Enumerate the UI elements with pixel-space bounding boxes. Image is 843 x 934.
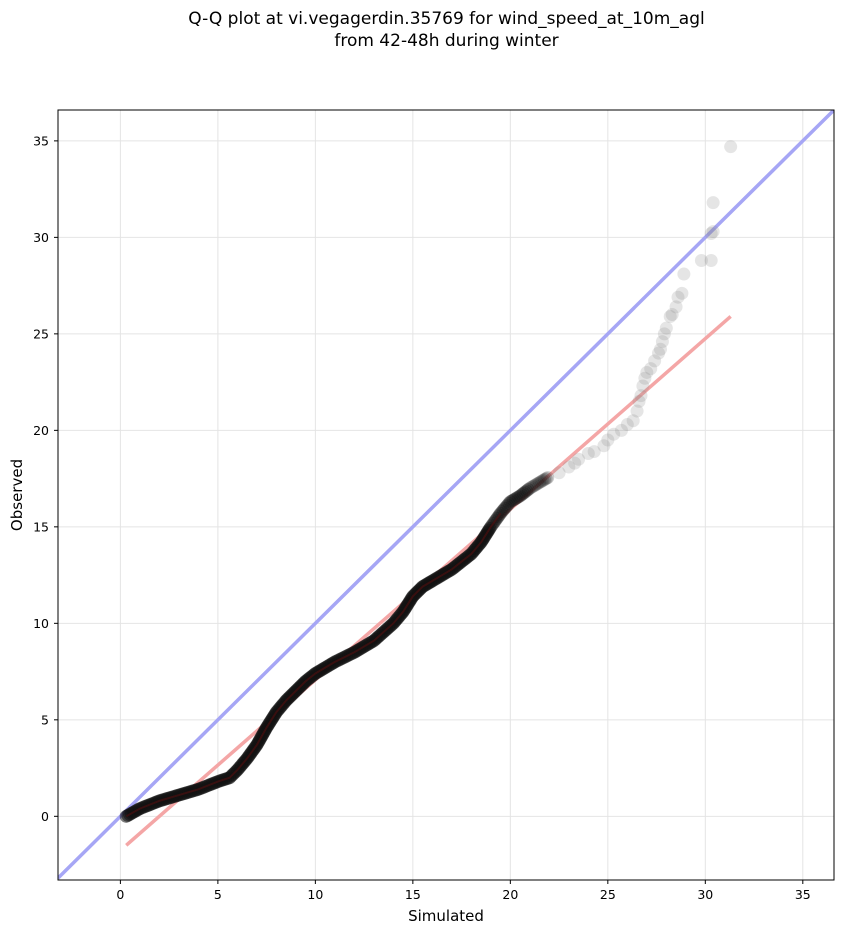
data-point: [516, 486, 530, 500]
plot-area: [58, 110, 834, 880]
data-point: [498, 501, 512, 515]
data-point: [539, 472, 553, 486]
data-point: [524, 480, 538, 494]
data-point: [597, 439, 611, 453]
y-tick-label: 25: [33, 326, 49, 341]
y-tick-label: 20: [33, 423, 49, 438]
data-point: [511, 490, 525, 504]
data-point: [533, 475, 547, 489]
data-point: [724, 140, 738, 154]
data-point: [659, 321, 673, 335]
data-point: [620, 418, 634, 432]
data-point: [507, 493, 521, 507]
data-point: [607, 427, 621, 441]
data-point: [518, 485, 532, 499]
data-point: [515, 488, 529, 502]
x-tick-label: 25: [600, 887, 616, 902]
fit-line-overlap: [125, 512, 502, 818]
data-point: [671, 290, 685, 304]
data-point: [648, 354, 662, 368]
data-point: [652, 346, 666, 360]
data-point: [704, 227, 718, 241]
data-point: [601, 433, 615, 447]
data-point: [644, 362, 658, 376]
y-tick-label: 5: [41, 712, 49, 727]
x-tick-label: 0: [116, 887, 124, 902]
data-point: [528, 478, 542, 492]
data-point: [508, 492, 522, 506]
y-tick-label: 35: [33, 133, 49, 148]
data-point: [537, 473, 551, 487]
y-tick-label: 30: [33, 230, 49, 245]
data-point: [706, 196, 720, 210]
identity-line: [58, 110, 834, 880]
data-point: [536, 474, 550, 488]
x-tick-label: 35: [795, 887, 811, 902]
data-point: [665, 308, 679, 322]
data-point: [572, 452, 586, 466]
y-axis-label: Observed: [8, 459, 26, 531]
data-point: [499, 500, 513, 514]
x-tick-label: 10: [307, 887, 323, 902]
data-point: [657, 327, 671, 341]
data-point: [510, 491, 524, 505]
data-point: [626, 414, 640, 428]
data-point: [636, 379, 650, 393]
data-point: [503, 495, 517, 509]
data-point: [663, 309, 677, 323]
data-point: [521, 483, 535, 497]
data-point: [655, 335, 669, 349]
data-point: [513, 489, 527, 503]
y-tick-label: 10: [33, 616, 49, 631]
data-point: [541, 471, 555, 485]
data-point: [529, 477, 543, 491]
data-point: [531, 476, 545, 490]
data-point: [640, 365, 654, 379]
data-point: [704, 254, 718, 268]
data-point: [526, 479, 540, 493]
data-point: [534, 474, 548, 488]
chart-title-line-2: from 42-48h during winter: [334, 31, 559, 51]
data-point: [505, 494, 519, 508]
chart-title: Q-Q plot at vi.vegagerdin.35769 for wind…: [0, 8, 843, 52]
data-point: [581, 447, 595, 461]
data-point: [520, 484, 534, 498]
data-point: [677, 267, 691, 281]
data-point: [562, 460, 576, 474]
data-point: [669, 300, 683, 314]
x-tick-label: 20: [502, 887, 518, 902]
data-point: [614, 423, 628, 437]
data-point: [630, 404, 644, 418]
data-point: [552, 466, 566, 480]
data-point: [706, 225, 720, 239]
x-tick-label: 30: [697, 887, 713, 902]
y-tick-label: 0: [41, 809, 49, 824]
x-axis-label: Simulated: [408, 907, 484, 925]
chart-title-line-1: Q-Q plot at vi.vegagerdin.35769 for wind…: [188, 9, 705, 29]
data-point: [638, 371, 652, 385]
y-tick-label: 15: [33, 519, 49, 534]
plot-frame: [57, 109, 835, 881]
x-tick-label: 5: [214, 887, 222, 902]
data-point: [587, 445, 601, 459]
data-point: [502, 496, 516, 510]
x-tick-label: 15: [405, 887, 421, 902]
data-point: [632, 394, 646, 408]
data-point: [653, 342, 667, 356]
data-point: [694, 254, 708, 268]
data-point: [501, 498, 515, 512]
data-point: [675, 286, 689, 300]
data-point: [568, 456, 582, 470]
data-point: [634, 389, 648, 403]
data-point: [523, 481, 537, 495]
